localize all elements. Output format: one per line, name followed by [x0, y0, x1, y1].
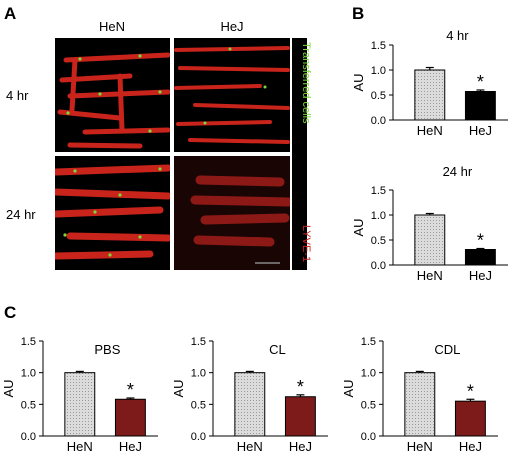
bar-hen: [414, 214, 446, 266]
y-axis-label: AU: [171, 379, 186, 397]
y-tick-label: 1.0: [191, 368, 206, 380]
chart-title: 4 hr: [446, 28, 469, 43]
bar-hen: [64, 372, 96, 437]
y-tick-label: 1.0: [371, 210, 386, 222]
y-tick-label: 0.0: [191, 431, 206, 443]
bar-hej: [454, 400, 486, 437]
panel-label-c: C: [4, 303, 16, 322]
significance-marker: *: [297, 377, 304, 397]
x-tick-label: HeJ: [289, 439, 312, 454]
chart-title: CDL: [434, 342, 460, 357]
y-tick-label: 1.0: [21, 368, 36, 380]
y-tick-label: 0.5: [191, 399, 206, 411]
stain-label-cells: Transferred cells: [300, 42, 312, 124]
row-label-24hr: 24 hr: [6, 207, 36, 222]
micrograph-panel: HeN HeJ 4 hr 24 hr: [6, 19, 312, 272]
y-tick-label: 0.5: [361, 399, 376, 411]
y-tick-label: 0.5: [371, 235, 386, 247]
y-axis-label: AU: [351, 218, 366, 236]
panel-label-a: A: [4, 4, 16, 23]
column-label-hej: HeJ: [220, 19, 243, 34]
chart-c-cdl: 0.0 0.5 1.0 1.5 AU CDL HeN HeJ *: [341, 336, 498, 454]
micrograph-hen-24hr: [55, 156, 170, 270]
x-tick-label: HeN: [417, 123, 443, 138]
chart-b-24hr: 0.0 0.5 1.0 1.5 AU 24 hr HeN HeJ *: [351, 164, 508, 283]
stain-label-lyve: LYVE-1: [300, 225, 312, 262]
bar-hen: [234, 372, 266, 437]
bar-hej: [464, 249, 496, 266]
significance-marker: *: [467, 381, 474, 401]
y-tick-label: 1.5: [361, 336, 376, 348]
y-tick-label: 0.0: [371, 260, 386, 272]
y-tick-label: 1.5: [191, 336, 206, 348]
row-label-4hr: 4 hr: [6, 88, 29, 103]
micrograph-hej-24hr: [174, 156, 290, 270]
x-tick-label: HeJ: [469, 268, 492, 283]
y-axis-label: AU: [341, 379, 356, 397]
column-label-hen: HeN: [99, 19, 125, 34]
x-tick-label: HeJ: [119, 439, 142, 454]
y-tick-label: 0.5: [21, 399, 36, 411]
y-tick-label: 1.5: [371, 185, 386, 197]
significance-marker: *: [127, 380, 134, 400]
bar-hej: [284, 396, 316, 437]
bar-hen: [414, 69, 446, 121]
chart-b-4hr: 0.0 0.5 1.0 1.5 AU 4 hr HeN HeJ *: [351, 28, 508, 138]
x-tick-label: HeN: [407, 439, 433, 454]
y-axis-label: AU: [351, 73, 366, 91]
x-tick-label: HeJ: [469, 123, 492, 138]
bar-hen: [404, 372, 436, 437]
y-tick-label: 1.0: [371, 65, 386, 77]
chart-title: CL: [269, 342, 286, 357]
y-axis-label: AU: [1, 379, 16, 397]
y-tick-label: 0.5: [371, 90, 386, 102]
chart-c-cl: 0.0 0.5 1.0 1.5 AU CL HeN HeJ *: [171, 336, 328, 454]
x-tick-label: HeN: [237, 439, 263, 454]
panel-label-b: B: [352, 4, 364, 23]
micrograph-hen-4hr: [55, 38, 170, 152]
y-tick-label: 0.0: [21, 431, 36, 443]
y-tick-label: 1.5: [21, 336, 36, 348]
significance-marker: *: [477, 231, 484, 251]
bar-hej: [114, 398, 146, 437]
bar-hej: [464, 91, 496, 121]
y-tick-label: 1.5: [371, 40, 386, 52]
y-tick-label: 1.0: [361, 368, 376, 380]
x-tick-label: HeN: [417, 268, 443, 283]
x-tick-label: HeJ: [459, 439, 482, 454]
significance-marker: *: [477, 72, 484, 92]
chart-title: 24 hr: [443, 164, 473, 179]
x-tick-label: HeN: [67, 439, 93, 454]
y-tick-label: 0.0: [371, 115, 386, 127]
chart-c-pbs: 0.0 0.5 1.0 1.5 AU PBS HeN HeJ *: [1, 336, 158, 454]
micrograph-hej-4hr: [174, 38, 290, 152]
chart-title: PBS: [94, 342, 120, 357]
y-tick-label: 0.0: [361, 431, 376, 443]
